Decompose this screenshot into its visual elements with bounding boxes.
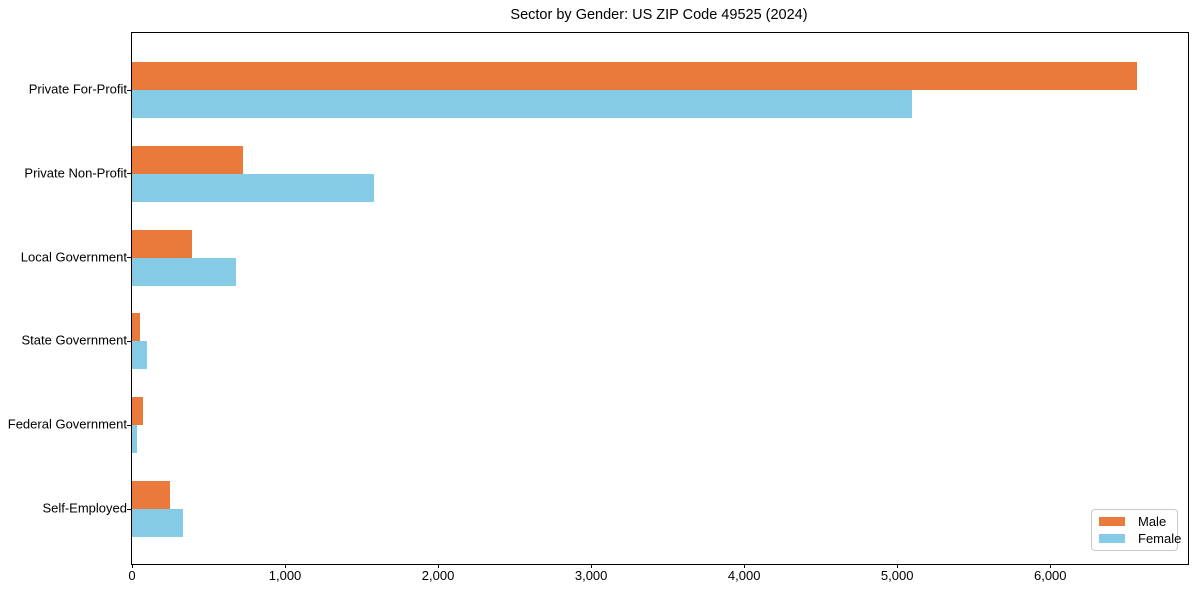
x-axis-label: 0 [128,568,136,583]
plot-area [127,32,1189,568]
bar-female-2 [132,257,237,286]
x-axis-label: 3,000 [574,568,608,583]
x-tick [131,564,133,568]
y-tick [127,173,132,175]
y-axis-label: Local Government [20,249,127,265]
bar-male-4 [132,397,144,426]
x-axis-label: 1,000 [268,568,302,583]
legend-entry-male: Male [1099,515,1177,528]
x-axis-label: 2,000 [421,568,455,583]
y-tick [127,89,132,91]
x-axis-label: 4,000 [727,568,761,583]
bar-female-3 [132,341,147,370]
x-tick [590,564,592,568]
x-tick [437,564,439,568]
x-axis-label: 5,000 [880,568,914,583]
y-tick [127,257,132,259]
bar-male-1 [132,145,244,174]
legend-swatch-female [1099,533,1125,543]
y-axis-label: Private For-Profit [28,81,127,97]
y-axis-label: Private Non-Profit [24,165,127,181]
legend-label-male: Male [1138,514,1167,530]
x-tick [284,564,286,568]
bar-male-2 [132,229,193,258]
y-tick [127,340,132,342]
x-tick [743,564,745,568]
legend-swatch-male [1099,517,1125,527]
y-tick [127,424,132,426]
legend-entry-female: Female [1099,532,1181,545]
legend: Male Female [1091,509,1181,551]
legend-label-female: Female [1138,530,1182,546]
bar-male-5 [132,481,170,509]
bar-female-5 [132,509,183,537]
x-tick [896,564,898,568]
bar-female-4 [132,425,137,454]
x-axis-label: 6,000 [1033,568,1067,583]
bar-female-1 [132,173,375,202]
y-axis-label: State Government [21,332,128,348]
bar-female-0 [132,90,912,118]
bar-male-3 [132,313,140,342]
y-axis-label: Self-Employed [42,500,127,516]
y-tick [127,508,132,510]
chart-title: Sector by Gender: US ZIP Code 49525 (202… [510,7,808,23]
bar-male-0 [132,62,1138,90]
x-tick [1049,564,1051,568]
y-axis-label: Federal Government [7,416,127,432]
